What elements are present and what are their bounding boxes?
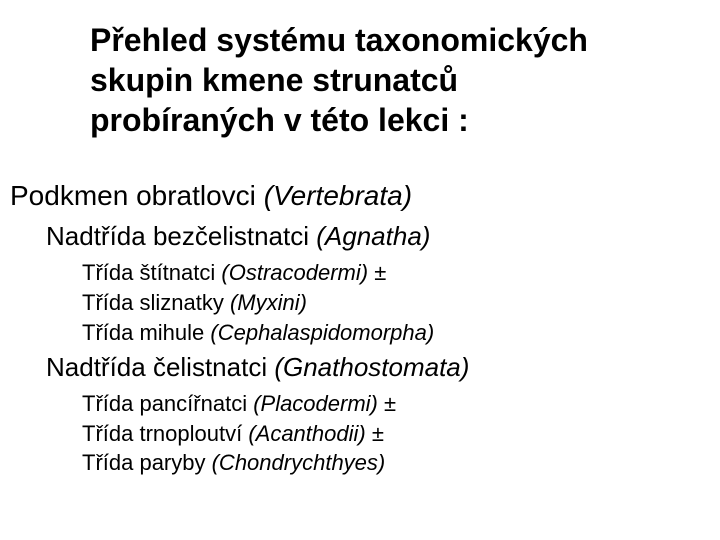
- class-1-prefix: Třída štítnatci: [82, 260, 221, 285]
- subphylum-latin: (Vertebrata): [264, 180, 412, 211]
- title-line-3: probíraných v této lekci :: [90, 102, 469, 138]
- class-6-row: Třída paryby (Chondrychthyes): [10, 448, 710, 478]
- slide-title: Přehled systému taxonomických skupin kme…: [10, 20, 710, 140]
- class-1-latin: (Ostracodermi): [221, 260, 368, 285]
- class-3-row: Třída mihule (Cephalaspidomorpha): [10, 318, 710, 348]
- class-5-latin: (Acanthodii): [248, 421, 365, 446]
- superclass-1-latin: (Agnatha): [316, 221, 430, 251]
- class-5-prefix: Třída trnoploutví: [82, 421, 248, 446]
- class-4-suffix: ±: [378, 391, 396, 416]
- title-line-2: skupin kmene strunatců: [90, 62, 458, 98]
- superclass-1-prefix: Nadtřída bezčelistnatci: [46, 221, 316, 251]
- class-4-prefix: Třída pancířnatci: [82, 391, 253, 416]
- class-5-suffix: ±: [366, 421, 384, 446]
- superclass-2-row: Nadtřída čelistnatci (Gnathostomata): [10, 351, 710, 385]
- class-6-latin: (Chondrychthyes): [212, 450, 386, 475]
- superclass-2-prefix: Nadtřída čelistnatci: [46, 352, 274, 382]
- class-3-prefix: Třída mihule: [82, 320, 210, 345]
- subphylum-prefix: Podkmen obratlovci: [10, 180, 264, 211]
- class-2-prefix: Třída sliznatky: [82, 290, 230, 315]
- class-5-row: Třída trnoploutví (Acanthodii) ±: [10, 419, 710, 449]
- superclass-1-row: Nadtřída bezčelistnatci (Agnatha): [10, 220, 710, 254]
- title-line-1: Přehled systému taxonomických: [90, 22, 588, 58]
- class-1-row: Třída štítnatci (Ostracodermi) ±: [10, 258, 710, 288]
- subphylum-row: Podkmen obratlovci (Vertebrata): [10, 178, 710, 214]
- class-2-row: Třída sliznatky (Myxini): [10, 288, 710, 318]
- class-1-suffix: ±: [368, 260, 386, 285]
- superclass-2-latin: (Gnathostomata): [274, 352, 469, 382]
- class-4-latin: (Placodermi): [253, 391, 378, 416]
- class-2-latin: (Myxini): [230, 290, 307, 315]
- class-4-row: Třída pancířnatci (Placodermi) ±: [10, 389, 710, 419]
- class-6-prefix: Třída paryby: [82, 450, 212, 475]
- class-3-latin: (Cephalaspidomorpha): [210, 320, 434, 345]
